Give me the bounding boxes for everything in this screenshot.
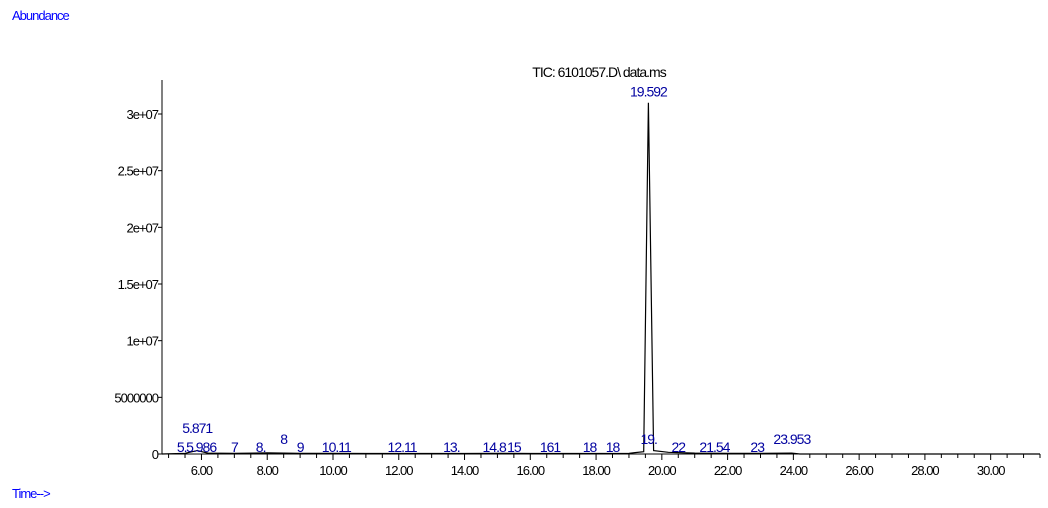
y-tick-label: 5000000 <box>114 390 158 405</box>
x-tick-label: 20.00 <box>648 463 676 478</box>
peak-label: 18 <box>606 439 621 455</box>
x-tick-label: 12.00 <box>385 463 413 478</box>
chart-title: TIC: 6101057.D\ data.ms <box>532 64 666 80</box>
y-tick-label: 3e+07 <box>126 107 158 122</box>
peak-label: 7 <box>231 439 239 455</box>
x-tick-label: 22.00 <box>714 463 742 478</box>
peak-label: 18 <box>583 439 598 455</box>
peak-label: 8 <box>280 431 288 447</box>
peak-label: 10.11 <box>322 439 352 455</box>
peak-labels: 19.592 5.871 5. 5.986 7 8. 8 9 10.11 12.11 13. 14.8… <box>177 84 813 455</box>
y-tick-label: 2.5e+07 <box>118 164 159 179</box>
y-tick-label: 1.5e+07 <box>118 277 159 292</box>
trace <box>161 102 1040 455</box>
x-tick-label: 16.00 <box>517 463 545 478</box>
peak-label: 13. <box>443 439 460 455</box>
tic-trace-line <box>161 102 1040 455</box>
peak-label: 9 <box>297 439 305 455</box>
x-tick-label: 18.00 <box>582 463 610 478</box>
x-tick-label: 14.00 <box>451 463 479 478</box>
y-tick-label: 0 <box>152 447 159 462</box>
y-axis-title: Abundance <box>12 8 70 23</box>
peak-label: 14.8 <box>483 439 507 455</box>
axes: 0 5000000 1e+07 1.5e+07 2e+07 2.5e+07 3e+07 6.0… <box>114 80 1041 478</box>
peak-label: 15 <box>507 439 522 455</box>
peak-label: 5.871 <box>182 420 213 436</box>
x-axis-title: Time--> <box>12 486 51 501</box>
peak-label: 22 <box>671 439 686 455</box>
x-tick-label: 10.00 <box>319 463 347 478</box>
peak-label: 5. <box>177 439 187 455</box>
x-tick-label: 8.00 <box>257 463 279 478</box>
x-tick-label: 28.00 <box>911 463 939 478</box>
peak-label: 19. <box>640 431 657 447</box>
peak-label: 23.953 <box>773 431 811 447</box>
x-tick-label: 30.00 <box>977 463 1005 478</box>
y-tick-label: 1e+07 <box>126 334 158 349</box>
x-tick-label: 24.00 <box>780 463 808 478</box>
x-tick-label: 6.00 <box>191 463 213 478</box>
peak-label: 12.11 <box>388 439 418 455</box>
y-tick-label: 2e+07 <box>126 220 158 235</box>
peak-label: 23 <box>750 439 765 455</box>
peak-label: 21.54 <box>699 439 730 455</box>
peak-label: 19.592 <box>630 84 668 100</box>
peak-label: 5.986 <box>186 439 217 455</box>
peak-label: 8. <box>256 439 266 455</box>
peak-label: 161 <box>540 439 562 455</box>
x-tick-label: 26.00 <box>845 463 873 478</box>
